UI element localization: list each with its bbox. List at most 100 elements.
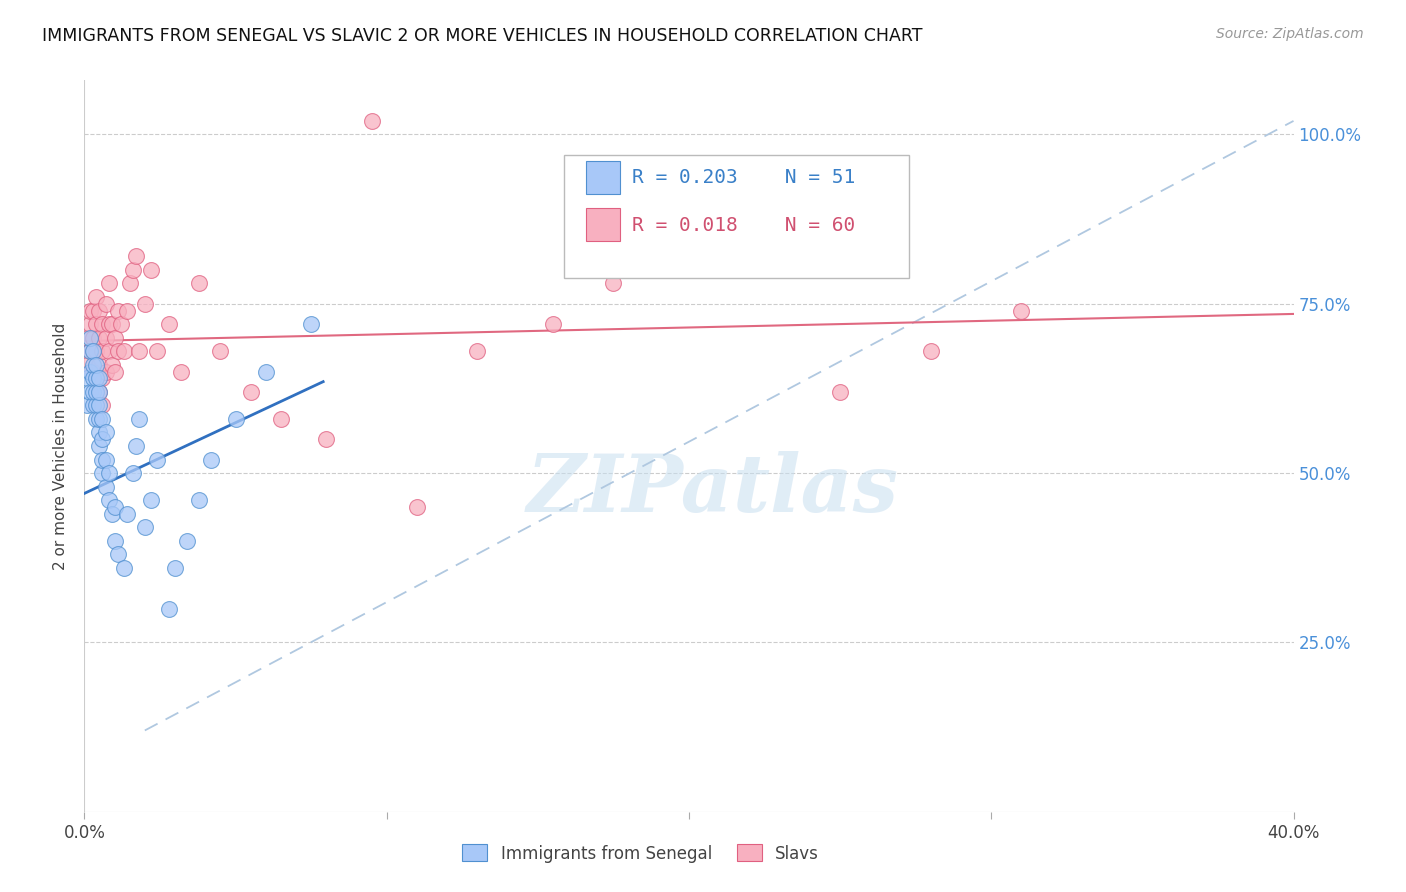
Point [100,358,122,372]
Point [86,290,108,304]
Point [79,344,101,359]
Point [97,317,120,331]
Text: Source: ZipAtlas.com: Source: ZipAtlas.com [1216,27,1364,41]
Point [82,364,104,378]
Point [82,398,104,412]
Point [128,344,150,359]
Point [86,412,108,426]
Point [188,277,211,291]
Point [115,507,138,521]
Point [157,317,180,331]
Point [125,249,148,263]
Point [79,331,101,345]
Point [79,384,101,399]
Point [110,317,132,331]
Point [209,344,232,359]
Point [94,452,117,467]
Point [107,344,129,359]
Point [830,384,852,399]
Point [82,358,104,372]
Point [86,317,108,331]
Point [86,398,108,412]
Point [157,601,180,615]
Point [121,263,143,277]
Point [91,452,114,467]
Point [128,412,150,426]
Point [107,303,129,318]
Point [146,344,169,359]
Point [225,412,247,426]
Point [104,331,127,345]
Point [89,384,111,399]
Point [91,412,114,426]
Point [94,364,117,378]
Point [94,331,117,345]
Point [118,277,141,291]
Point [165,561,187,575]
Point [254,364,277,378]
Point [125,439,148,453]
Bar [586,208,620,241]
Point [91,317,114,331]
Point [97,466,120,480]
Point [541,317,564,331]
Text: R = 0.018    N = 60: R = 0.018 N = 60 [633,216,855,235]
Point [86,384,108,399]
Point [89,425,111,440]
Y-axis label: 2 or more Vehicles in Household: 2 or more Vehicles in Household [53,322,69,570]
Point [115,303,138,318]
Point [89,384,111,399]
Point [94,297,117,311]
Point [107,547,129,561]
Point [270,412,292,426]
Point [79,317,101,331]
Point [76,398,98,412]
Point [97,277,120,291]
Point [89,371,111,385]
Point [89,358,111,372]
Point [82,384,104,399]
Point [100,317,122,331]
Point [678,235,700,250]
Point [82,344,104,359]
Text: ZIPatlas: ZIPatlas [527,451,900,529]
Point [360,114,382,128]
Point [112,561,135,575]
Point [134,520,156,534]
FancyBboxPatch shape [564,155,910,277]
Point [91,466,114,480]
Point [406,500,429,514]
Point [94,480,117,494]
Point [139,493,162,508]
Point [79,364,101,378]
Point [139,263,162,277]
Point [79,344,101,359]
Point [104,364,127,378]
Point [146,452,169,467]
Point [1011,303,1033,318]
Point [86,371,108,385]
Text: IMMIGRANTS FROM SENEGAL VS SLAVIC 2 OR MORE VEHICLES IN HOUSEHOLD CORRELATION CH: IMMIGRANTS FROM SENEGAL VS SLAVIC 2 OR M… [42,27,922,45]
Point [86,371,108,385]
Point [82,344,104,359]
Point [239,384,262,399]
Point [104,533,127,548]
Point [82,331,104,345]
Point [91,398,114,412]
Point [176,533,198,548]
Point [86,344,108,359]
Point [91,432,114,446]
Point [602,277,624,291]
Point [79,303,101,318]
Point [89,412,111,426]
Bar [586,161,620,194]
Point [89,439,111,453]
Point [76,371,98,385]
Point [100,507,122,521]
Point [94,425,117,440]
Point [89,303,111,318]
Point [104,500,127,514]
Point [89,331,111,345]
Point [82,303,104,318]
Point [112,344,135,359]
